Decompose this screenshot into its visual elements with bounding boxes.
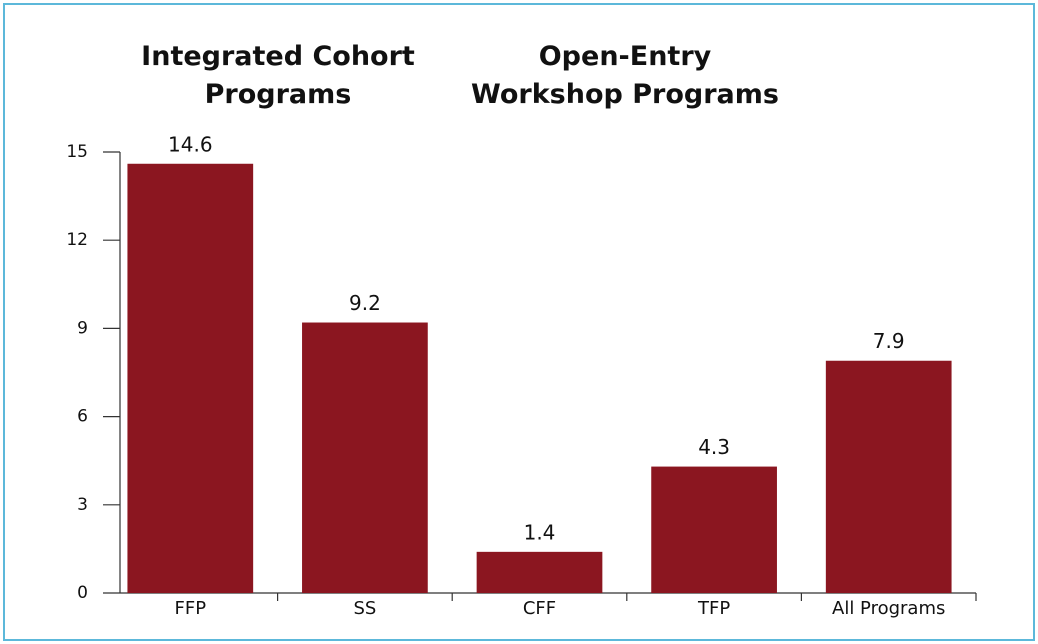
value-label: 9.2 <box>349 291 381 315</box>
x-tick-label: All Programs <box>832 598 945 619</box>
group-label: Open-Entry Workshop Programs <box>471 41 779 110</box>
bar <box>302 322 428 593</box>
bar <box>476 551 603 593</box>
x-tick-label: FFP <box>175 598 207 619</box>
frame <box>3 3 1035 641</box>
bar <box>651 466 777 593</box>
bar <box>825 360 952 593</box>
value-label: 14.6 <box>168 132 213 156</box>
group-label: Integrated Cohort Programs <box>141 41 415 110</box>
value-label: 1.4 <box>524 520 556 544</box>
y-tick-label: 6 <box>77 407 88 427</box>
y-tick-label: 15 <box>66 142 88 162</box>
value-label: 4.3 <box>698 435 730 459</box>
y-tick-label: 3 <box>77 495 88 515</box>
x-tick-label: CFF <box>523 598 556 619</box>
y-tick-label: 9 <box>77 318 88 338</box>
bar <box>127 163 254 593</box>
y-tick-label: 12 <box>66 230 88 250</box>
x-tick-label: SS <box>353 598 376 619</box>
value-label: 7.9 <box>873 329 905 353</box>
y-tick-label: 0 <box>77 583 88 603</box>
x-tick-label: TFP <box>697 598 730 619</box>
